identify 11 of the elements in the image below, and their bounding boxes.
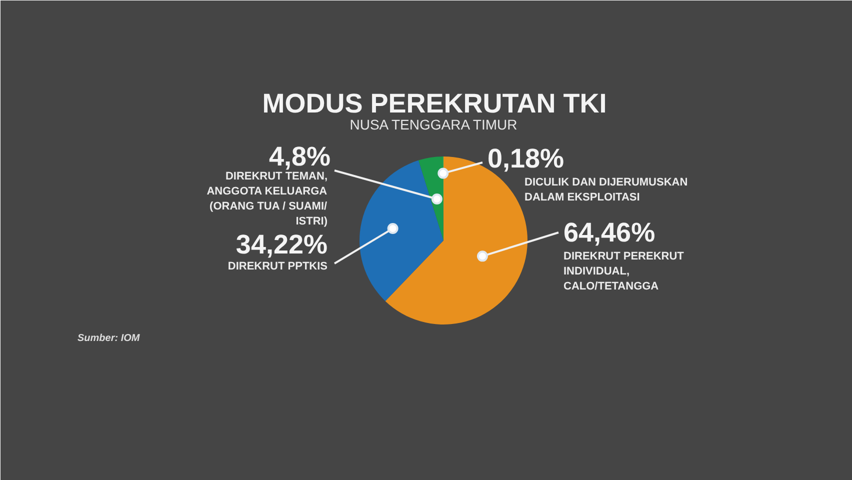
slice-label: DICULIK DAN DIJERUMUSKAN DALAM EKSPLOITASI (524, 176, 688, 204)
slice-label: DIREKRUT TEMAN, ANGGOTA KELUARGA (ORANG TUA / SUAMI/ ISTRI) (206, 170, 328, 228)
data-label: 0,18% (488, 144, 564, 174)
data-label: 64,46% (564, 218, 656, 248)
chart-subtitle: NUSA TENGGARA TIMUR (350, 116, 518, 132)
slice-label: DIREKRUT PEREKRUT INDIVIDUAL, CALO/TETANGGA (564, 250, 684, 292)
text: Sumber: IOM (78, 333, 140, 344)
slice-label: DIREKRUT PPTKIS (228, 260, 328, 272)
data-label: 4,8% (268, 142, 331, 172)
chart-title: MODUS PEREKRUTAN TKI (262, 88, 607, 118)
data-label: 34,22% (236, 230, 328, 260)
